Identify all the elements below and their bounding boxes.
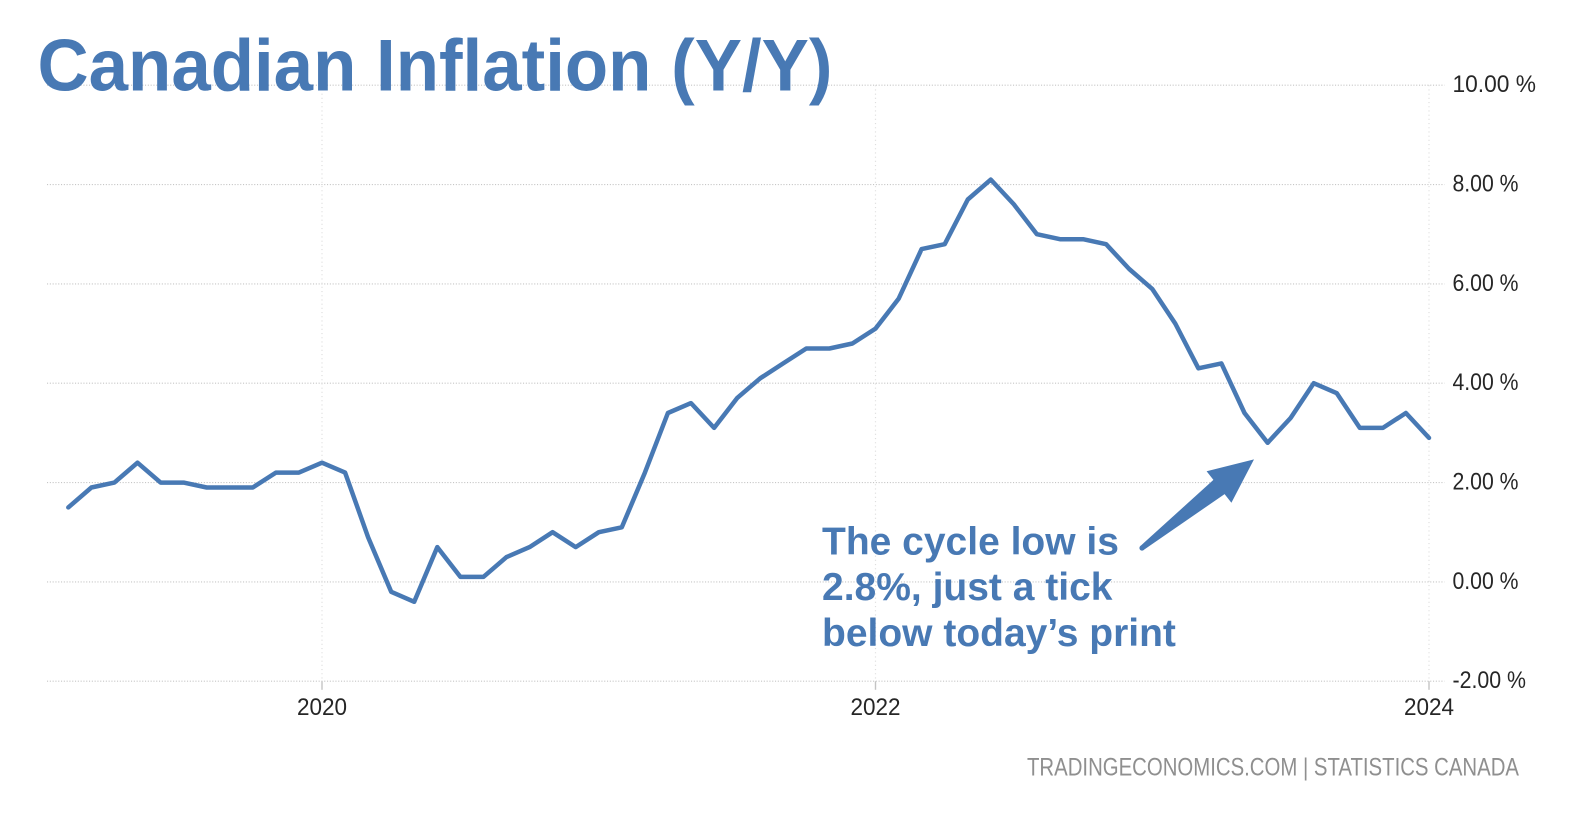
svg-text:0.00 %: 0.00 % xyxy=(1453,568,1519,595)
svg-text:4.00 %: 4.00 % xyxy=(1453,369,1519,396)
svg-text:-2.00 %: -2.00 % xyxy=(1453,667,1527,694)
svg-text:6.00 %: 6.00 % xyxy=(1453,270,1519,297)
svg-text:TRADINGECONOMICS.COM | STATIST: TRADINGECONOMICS.COM | STATISTICS CANADA xyxy=(1027,754,1519,782)
svg-text:2.00 %: 2.00 % xyxy=(1453,469,1519,496)
svg-text:2020: 2020 xyxy=(297,694,347,721)
svg-text:10.00 %: 10.00 % xyxy=(1453,71,1537,98)
svg-text:The cycle low is 2.8%, just a: The cycle low is 2.8%, just a tick below… xyxy=(822,520,1176,655)
svg-text:2022: 2022 xyxy=(851,694,901,721)
svg-text:Canadian Inflation (Y/Y): Canadian Inflation (Y/Y) xyxy=(38,25,833,106)
svg-text:2024: 2024 xyxy=(1404,694,1454,721)
svg-text:8.00 %: 8.00 % xyxy=(1453,171,1519,198)
